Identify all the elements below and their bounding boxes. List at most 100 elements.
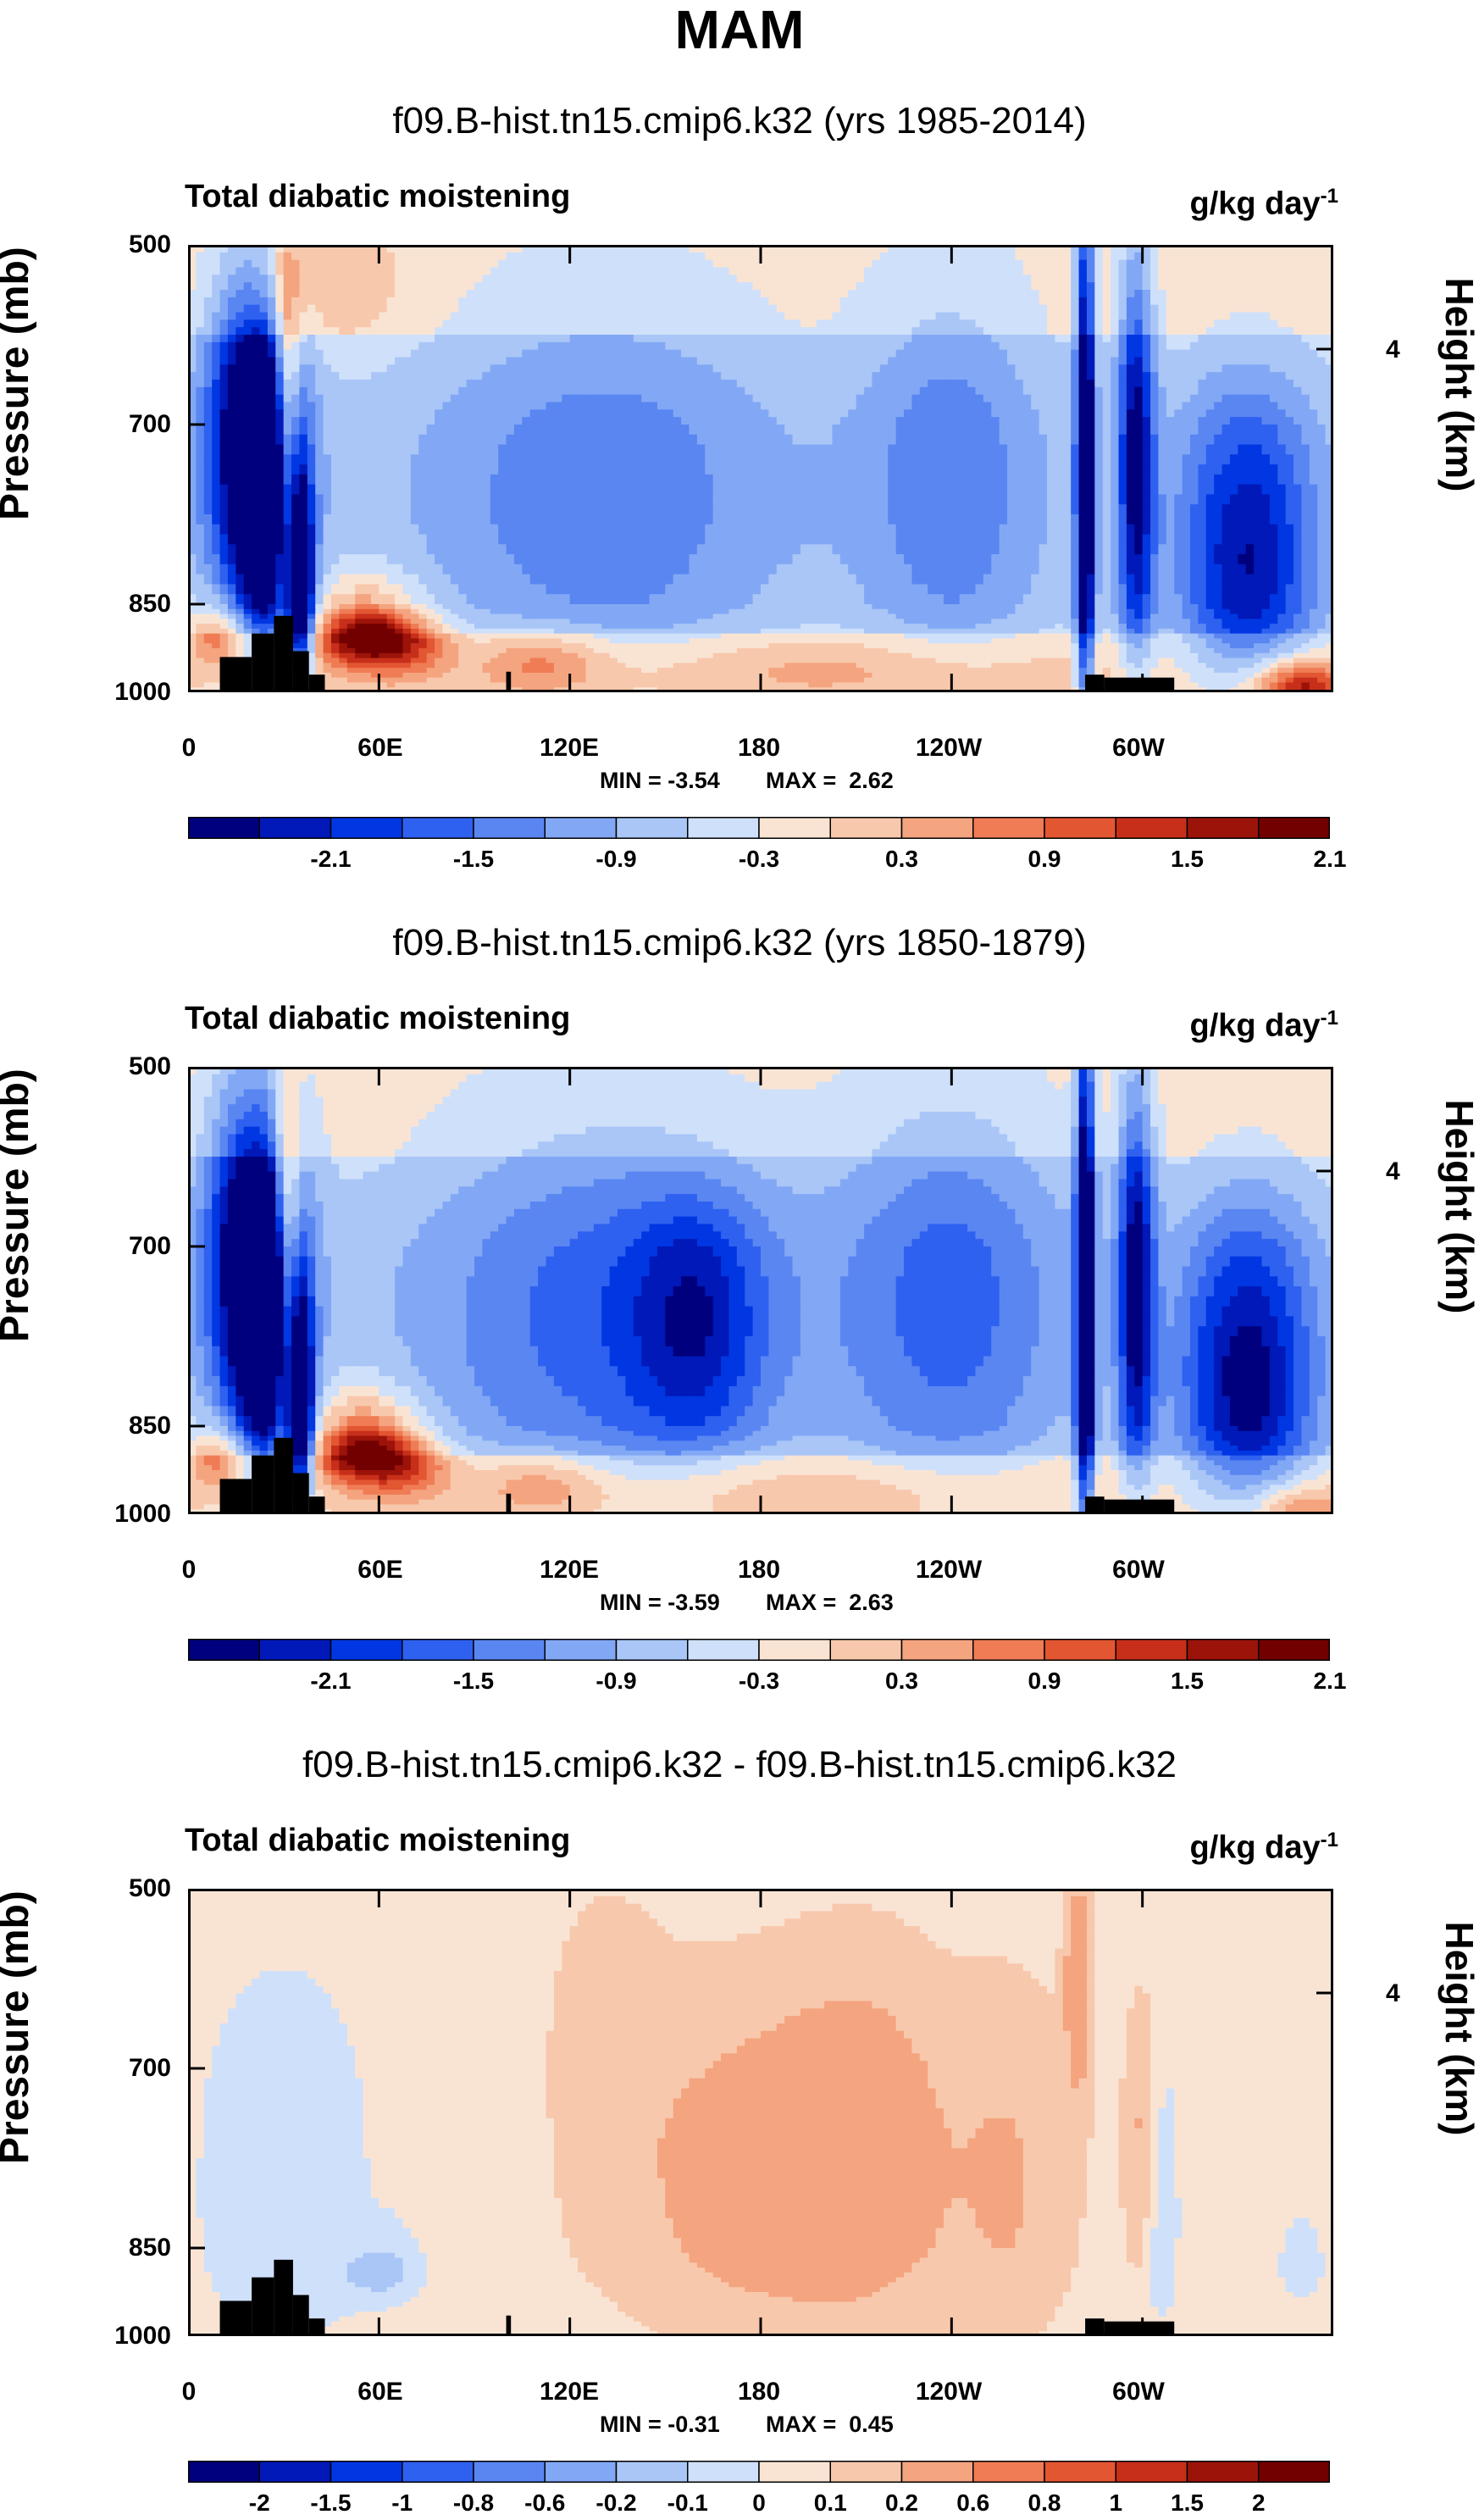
field-cell (585, 245, 595, 253)
field-cell (967, 335, 977, 343)
field-cell (410, 349, 419, 358)
field-cell (235, 409, 245, 418)
field-cell (339, 319, 348, 328)
field-cell (498, 402, 507, 410)
field-cell (1111, 245, 1120, 253)
field-cell (633, 504, 642, 515)
field-cell (529, 386, 539, 396)
field-cell (816, 252, 825, 261)
field-cell (911, 464, 921, 475)
field-cell (1301, 267, 1310, 275)
field-cell (1221, 267, 1231, 275)
field-cell (395, 402, 404, 410)
field-cell (856, 484, 865, 496)
field-cell (856, 494, 865, 505)
field-cell (618, 282, 626, 291)
field-cell (792, 252, 801, 261)
field-cell (776, 327, 785, 336)
field-cell (1015, 372, 1024, 380)
field-cell (696, 513, 706, 525)
field-cell (331, 434, 340, 446)
field-cell (1277, 304, 1287, 314)
field-cell (689, 245, 698, 253)
field-cell (410, 464, 419, 475)
field-cell (529, 259, 539, 269)
field-cell (1094, 275, 1104, 283)
field-cell (426, 379, 435, 388)
field-cell (1086, 372, 1095, 380)
field-cell (395, 275, 404, 283)
field-cell (307, 513, 316, 525)
field-cell (1158, 304, 1167, 314)
field-cell (935, 357, 944, 365)
field-cell (402, 372, 412, 380)
field-cell (800, 327, 809, 336)
field-cell (1111, 424, 1120, 436)
field-cell (363, 341, 372, 351)
field-cell (935, 245, 944, 253)
field-cell (346, 297, 356, 306)
field-cell (625, 372, 634, 380)
field-cell (1031, 409, 1040, 418)
field-cell (1285, 424, 1294, 436)
field-cell (585, 434, 595, 446)
field-cell (745, 245, 754, 253)
field-cell (402, 409, 412, 418)
field-cell (267, 245, 276, 253)
field-cell (219, 434, 229, 446)
field-cell (816, 297, 825, 306)
field-cell (824, 524, 834, 536)
field-cell (1254, 319, 1263, 328)
field-cell (235, 444, 245, 455)
field-cell (1078, 349, 1088, 358)
field-cell (633, 267, 642, 275)
field-cell (1214, 464, 1223, 475)
field-cell (792, 444, 801, 455)
field-cell (291, 290, 301, 298)
field-cell (379, 267, 388, 275)
field-cell (355, 297, 364, 306)
field-cell (848, 417, 857, 425)
field-cell (410, 341, 419, 351)
field-cell (1031, 417, 1040, 425)
field-cell (864, 349, 873, 358)
field-cell (1031, 474, 1040, 486)
field-cell (331, 417, 340, 425)
field-cell (792, 259, 801, 269)
field-cell (546, 424, 555, 436)
field-cell (895, 386, 905, 396)
field-cell (1205, 394, 1215, 403)
field-cell (1142, 464, 1151, 475)
field-cell (522, 402, 531, 410)
field-cell (1325, 290, 1333, 298)
field-cell (649, 349, 658, 358)
field-cell (1126, 454, 1135, 465)
field-cell (1214, 341, 1223, 351)
field-cell (1254, 372, 1263, 380)
field-cell (346, 372, 356, 380)
field-cell (538, 341, 547, 351)
field-cell (1285, 297, 1294, 306)
field-cell (315, 394, 324, 403)
field-cell (1205, 327, 1215, 336)
field-cell (474, 417, 483, 425)
field-cell (943, 341, 952, 351)
field-cell (252, 282, 261, 291)
field-cell (522, 275, 531, 283)
field-cell (625, 409, 634, 418)
field-cell (513, 402, 523, 410)
field-cell (1086, 341, 1095, 351)
field-cell (506, 335, 515, 343)
field-cell (745, 444, 754, 455)
field-cell (346, 402, 356, 410)
field-cell (919, 335, 928, 343)
field-cell (649, 379, 658, 388)
field-cell (649, 494, 658, 505)
field-cell (259, 327, 269, 336)
field-cell (1214, 312, 1223, 320)
field-cell (999, 402, 1008, 410)
field-cell (904, 252, 912, 261)
field-cell (832, 464, 841, 475)
field-cell (323, 417, 332, 425)
field-cell (1245, 259, 1255, 269)
